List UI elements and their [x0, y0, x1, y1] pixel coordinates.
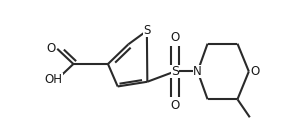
Text: S: S [143, 24, 151, 37]
Text: O: O [47, 42, 56, 55]
Text: O: O [170, 31, 180, 44]
Text: O: O [250, 65, 259, 78]
Text: N: N [193, 65, 202, 78]
Text: O: O [170, 99, 180, 112]
Text: OH: OH [45, 73, 63, 86]
Text: S: S [171, 65, 179, 78]
